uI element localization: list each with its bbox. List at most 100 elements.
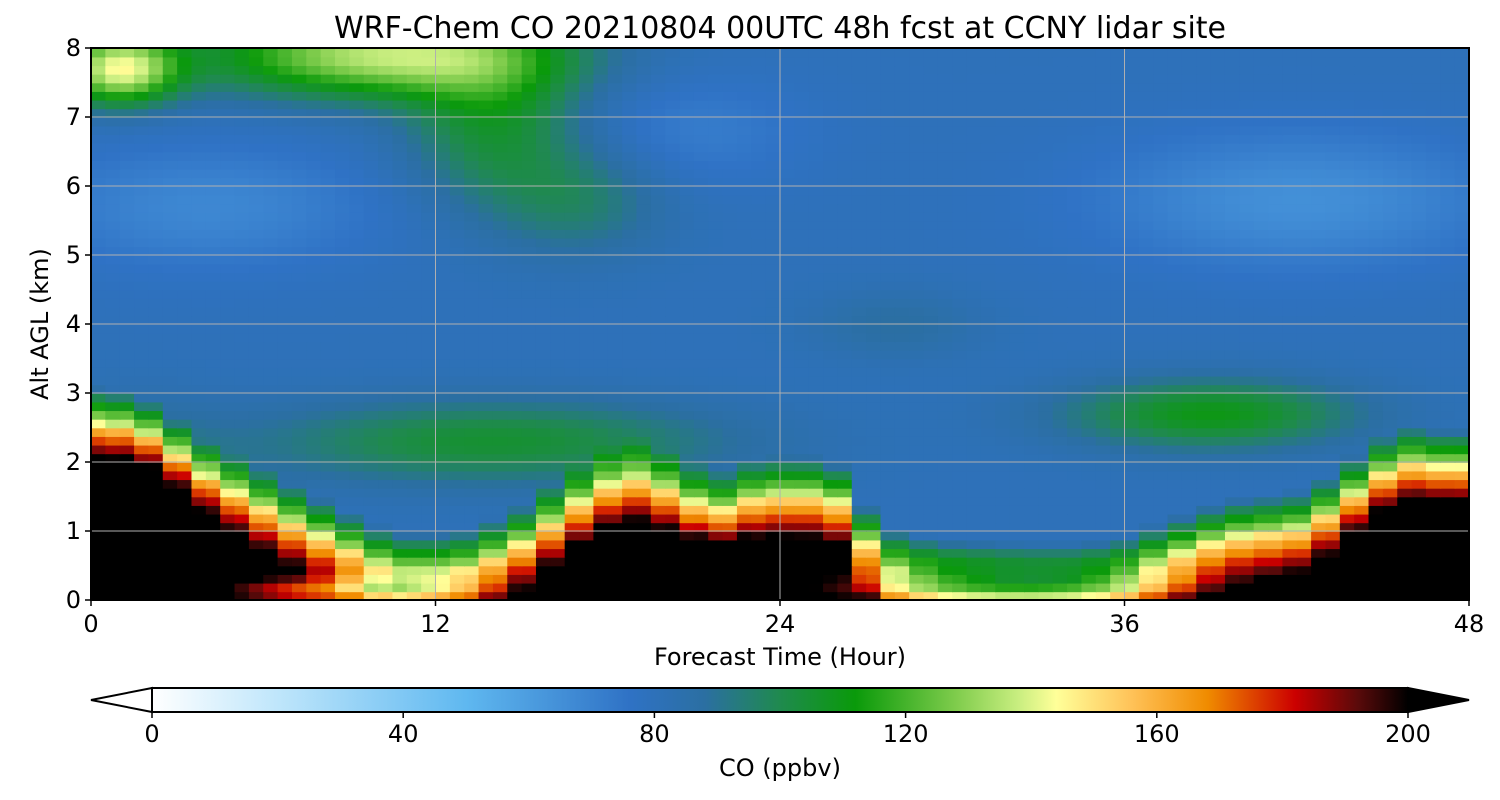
heatmap-cell — [607, 410, 623, 420]
heatmap-cell — [794, 177, 810, 187]
heatmap-cell — [636, 462, 652, 472]
heatmap-cell — [1411, 487, 1427, 498]
heatmap-cell — [162, 539, 178, 550]
heatmap-cell — [1282, 574, 1298, 584]
heatmap-cell — [1411, 556, 1427, 567]
heatmap-cell — [464, 401, 480, 412]
heatmap-cell — [335, 168, 351, 179]
heatmap-cell — [263, 436, 279, 446]
heatmap-cell — [1009, 358, 1025, 368]
heatmap-cell — [923, 513, 939, 524]
heatmap-cell — [378, 574, 394, 584]
heatmap-cell — [277, 565, 293, 575]
heatmap-cell — [780, 453, 796, 463]
heatmap-cell — [1224, 384, 1241, 394]
heatmap-cell — [335, 186, 351, 196]
heatmap-cell — [234, 487, 250, 498]
heatmap-cell — [636, 513, 652, 524]
heatmap-cell — [1425, 591, 1442, 600]
heatmap-cell — [636, 151, 652, 161]
heatmap-cell — [923, 591, 939, 600]
heatmap-cell — [866, 393, 882, 403]
heatmap-cell — [765, 462, 781, 472]
heatmap-cell — [1354, 462, 1370, 472]
heatmap-cell — [535, 453, 552, 463]
heatmap-cell — [277, 160, 293, 170]
heatmap-cell — [1167, 237, 1183, 248]
heatmap-cell — [1397, 255, 1413, 265]
heatmap-cell — [837, 341, 853, 351]
heatmap-cell — [205, 237, 221, 248]
heatmap-cell — [1124, 418, 1140, 429]
heatmap-cell — [722, 358, 738, 368]
heatmap-cell — [1124, 203, 1140, 213]
heatmap-cell — [220, 436, 236, 446]
heatmap-cell — [119, 341, 135, 351]
heatmap-cell — [277, 505, 293, 515]
heatmap-cell — [535, 263, 552, 274]
heatmap-cell — [1368, 548, 1384, 558]
heatmap-cell — [866, 289, 882, 299]
heatmap-cell — [636, 505, 652, 515]
heatmap-cell — [1210, 513, 1226, 524]
heatmap-cell — [1038, 462, 1054, 472]
heatmap-cell — [378, 384, 394, 394]
heatmap-cell — [622, 401, 638, 412]
heatmap-cell — [607, 341, 623, 351]
heatmap-cell — [478, 384, 494, 394]
heatmap-cell — [823, 194, 839, 205]
heatmap-cell — [736, 263, 753, 274]
heatmap-cell — [521, 539, 537, 550]
heatmap-cell — [1124, 531, 1140, 541]
heatmap-cell — [507, 444, 523, 455]
heatmap-cell — [1052, 591, 1068, 600]
heatmap-cell — [1339, 341, 1355, 351]
heatmap-cell — [823, 298, 839, 308]
heatmap-cell — [722, 565, 738, 575]
heatmap-cell — [535, 315, 552, 325]
heatmap-cell — [1411, 574, 1427, 584]
heatmap-cell — [966, 186, 982, 196]
heatmap-cell — [306, 298, 322, 308]
heatmap-cell — [808, 436, 824, 446]
heatmap-cell — [91, 177, 107, 187]
heatmap-cell — [1124, 349, 1140, 360]
heatmap-cell — [866, 418, 882, 429]
heatmap-cell — [937, 384, 954, 394]
heatmap-cell — [1325, 349, 1341, 360]
heatmap-cell — [693, 186, 710, 196]
heatmap-cell — [1282, 229, 1298, 239]
heatmap-cell — [1382, 280, 1399, 291]
heatmap-cell — [349, 220, 365, 230]
heatmap-cell — [1282, 384, 1298, 394]
heatmap-cell — [937, 280, 954, 291]
heatmap-cell — [91, 203, 107, 213]
heatmap-cell — [234, 436, 250, 446]
heatmap-cell — [1339, 220, 1355, 230]
heatmap-cell — [205, 220, 221, 230]
heatmap-cell — [650, 401, 666, 412]
heatmap-cell — [980, 496, 997, 506]
heatmap-cell — [837, 418, 853, 429]
heatmap-cell — [263, 186, 279, 196]
heatmap-cell — [722, 410, 738, 420]
heatmap-cell — [277, 427, 293, 437]
heatmap-cell — [162, 565, 178, 575]
heatmap-cell — [134, 574, 150, 584]
heatmap-cell — [1153, 220, 1169, 230]
heatmap-cell — [1181, 565, 1198, 575]
heatmap-cell — [148, 401, 164, 412]
heatmap-cell — [335, 341, 351, 351]
heatmap-cell — [277, 531, 293, 541]
heatmap-cell — [937, 289, 954, 299]
heatmap-cell — [866, 375, 882, 386]
heatmap-cell — [406, 237, 422, 248]
heatmap-cell — [205, 177, 221, 187]
heatmap-cell — [1397, 582, 1413, 593]
heatmap-cell — [952, 298, 968, 308]
heatmap-cell — [751, 246, 767, 256]
heatmap-cell — [593, 522, 609, 532]
heatmap-cell — [320, 436, 336, 446]
heatmap-cell — [1196, 487, 1212, 498]
heatmap-cell — [1325, 556, 1341, 567]
